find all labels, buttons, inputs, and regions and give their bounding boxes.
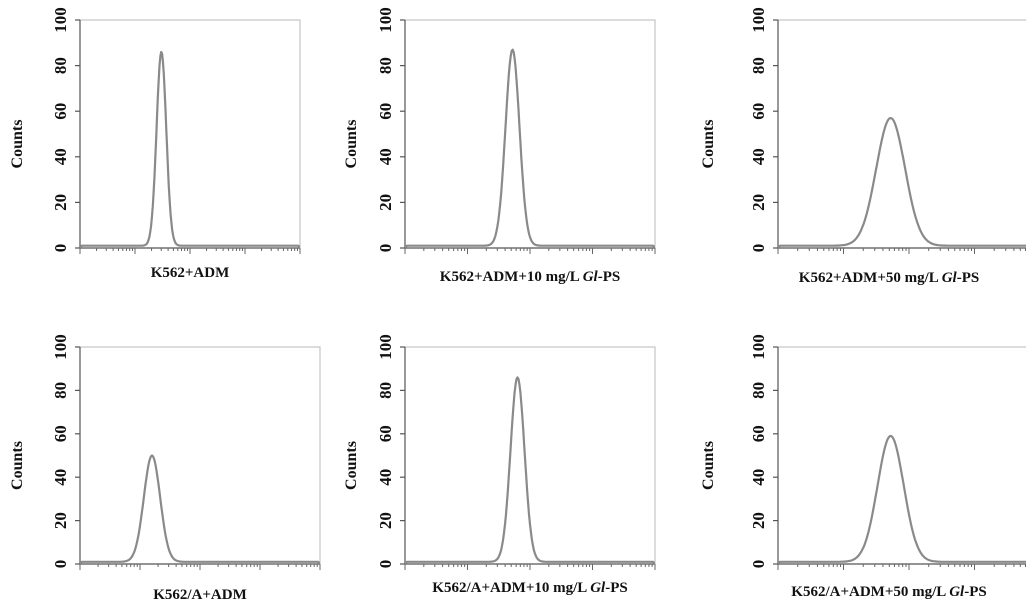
y-tick-label: 40 <box>376 148 395 165</box>
y-tick-label: 40 <box>51 469 70 486</box>
y-tick-label: 40 <box>376 469 395 486</box>
caption-part: Gl <box>583 269 599 285</box>
y-tick-label: 0 <box>376 560 395 569</box>
y-axis-label: Counts <box>700 441 717 490</box>
y-tick-label: 0 <box>51 560 70 569</box>
caption-part: -PS <box>957 270 980 286</box>
plot-frame <box>79 19 301 249</box>
caption-part: K562+ADM+50 mg/L <box>799 270 942 286</box>
histogram-curve <box>79 50 301 248</box>
caption-part: Gl <box>590 580 606 596</box>
y-tick-label: 100 <box>51 7 70 33</box>
y-tick-label: 20 <box>51 512 70 529</box>
caption-part: K562/A+ADM <box>153 587 247 603</box>
y-tick-label: 100 <box>376 334 395 360</box>
plot-frame <box>777 19 1026 249</box>
y-axis-label: Counts <box>343 441 360 490</box>
y-tick-label: 100 <box>749 334 768 360</box>
y-tick-label: 40 <box>749 469 768 486</box>
caption-part: -PS <box>605 580 628 596</box>
y-tick-label: 0 <box>51 244 70 253</box>
caption-part: -PS <box>964 584 987 600</box>
histogram-curve <box>404 48 656 248</box>
y-tick-label: 20 <box>749 194 768 211</box>
y-tick-label: 100 <box>749 7 768 33</box>
caption-part: K562+ADM+10 mg/L <box>440 269 583 285</box>
caption-part: K562/A+ADM+10 mg/L <box>432 580 590 596</box>
caption-part: Gl <box>949 584 965 600</box>
y-tick-label: 60 <box>749 425 768 442</box>
panel-bottom-middle: 0 20 40 60 80 100 Counts K562/A+ADM+10 mg/L Gl-… <box>343 334 656 596</box>
y-tick-label: 60 <box>51 103 70 120</box>
y-tick-label: 80 <box>51 57 70 74</box>
y-tick-label: 80 <box>376 57 395 74</box>
y-axis-label: Counts <box>9 120 26 169</box>
panel-top-left: 0 20 40 60 80 100 Counts K562+ADM <box>9 7 301 281</box>
y-tick-label: 20 <box>376 194 395 211</box>
histogram-curve <box>777 434 1026 564</box>
y-tick-label: 60 <box>51 425 70 442</box>
panel-top-right: 0 20 40 60 80 100 Counts K562+ADM+50 mg/L Gl-PS <box>700 7 1026 286</box>
y-tick-label: 0 <box>749 560 768 569</box>
y-tick-label: 100 <box>51 334 70 360</box>
panel-caption: K562/A+ADM+10 mg/L Gl-PS <box>432 580 627 596</box>
y-tick-label: 60 <box>376 425 395 442</box>
plot-frame <box>404 19 656 249</box>
histogram-curve <box>404 376 656 564</box>
y-axis-label: Counts <box>700 120 717 169</box>
y-tick-label: 80 <box>51 382 70 399</box>
y-axis-label: Counts <box>9 441 26 490</box>
caption-part: K562/A+ADM+50 mg/L <box>791 584 949 600</box>
panel-caption: K562/A+ADM+50 mg/L Gl-PS <box>791 584 986 600</box>
y-tick-label: 20 <box>51 194 70 211</box>
panel-top-middle: 0 20 40 60 80 100 Counts K562+ADM+10 mg/L Gl-PS <box>343 7 656 285</box>
caption-part: K562+ADM <box>151 265 230 281</box>
panel-caption: K562/A+ADM <box>153 587 247 603</box>
y-axis-label: Counts <box>343 120 360 169</box>
panel-bottom-left: 0 20 40 60 80 100 Counts K562/A+ADM <box>9 334 321 603</box>
caption-part: -PS <box>598 269 621 285</box>
plot-frame <box>79 346 321 565</box>
panel-bottom-right: 0 20 40 60 80 100 Counts K562/A+ADM+50 mg/L Gl-… <box>700 334 1026 600</box>
y-tick-label: 80 <box>749 382 768 399</box>
panel-caption: K562+ADM <box>151 265 230 281</box>
y-tick-label: 60 <box>749 103 768 120</box>
y-tick-label: 20 <box>749 512 768 529</box>
plot-frame <box>777 346 1026 565</box>
panel-caption: K562+ADM+10 mg/L Gl-PS <box>440 269 620 285</box>
y-tick-label: 80 <box>749 57 768 74</box>
y-tick-label: 60 <box>376 103 395 120</box>
panel-caption: K562+ADM+50 mg/L Gl-PS <box>799 270 979 286</box>
histogram-curve <box>777 117 1026 248</box>
y-tick-label: 40 <box>749 148 768 165</box>
caption-part: Gl <box>942 270 958 286</box>
y-tick-label: 20 <box>376 512 395 529</box>
y-tick-label: 80 <box>376 382 395 399</box>
histogram-curve <box>79 454 321 564</box>
y-tick-label: 100 <box>376 7 395 33</box>
y-tick-label: 0 <box>749 244 768 253</box>
y-tick-label: 40 <box>51 148 70 165</box>
y-tick-label: 0 <box>376 244 395 253</box>
